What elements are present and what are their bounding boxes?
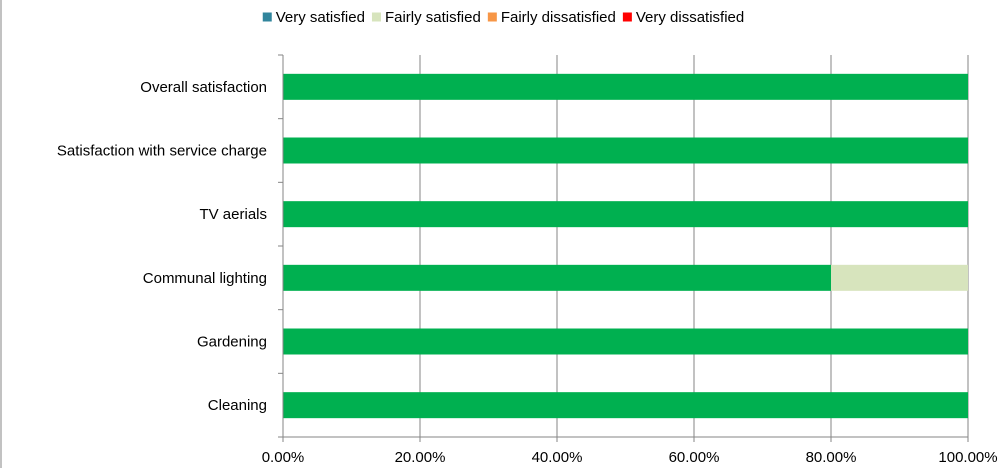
- bar-fairly-satisfied-communal-lighting: [831, 264, 968, 291]
- x-tick-label: 60.00%: [669, 449, 720, 466]
- category-label-communal-lighting: Communal lighting: [143, 270, 267, 287]
- legend-swatch-very-dissatisfied: [622, 12, 632, 22]
- legend-label-fairly-satisfied: Fairly satisfied: [385, 9, 481, 26]
- legend-item-fairly-dissatisfied: Fairly dissatisfied: [487, 9, 616, 26]
- x-tick-label: 100.00%: [938, 449, 997, 466]
- gridlines: [419, 55, 969, 437]
- category-label-gardening: Gardening: [197, 334, 267, 351]
- bar-very-satisfied-overall-satisfaction: [283, 73, 968, 100]
- x-tick-label: 0.00%: [262, 449, 305, 466]
- legend-swatch-very-satisfied: [262, 12, 272, 22]
- x-tick-label: 40.00%: [532, 449, 583, 466]
- x-tick-label: 20.00%: [395, 449, 446, 466]
- category-label-tv-aerials: TV aerials: [199, 206, 267, 223]
- bars: [283, 73, 968, 419]
- legend-swatch-fairly-dissatisfied: [487, 12, 497, 22]
- legend-label-very-dissatisfied: Very dissatisfied: [636, 9, 744, 26]
- legend-item-fairly-satisfied: Fairly satisfied: [371, 9, 481, 26]
- category-label-cleaning: Cleaning: [208, 397, 267, 414]
- legend-item-very-dissatisfied: Very dissatisfied: [622, 9, 744, 26]
- axes: 0.00% 20.00% 40.00% 60.00% 80.00% 100.00% Over…: [57, 54, 998, 466]
- legend-item-very-satisfied: Very satisfied: [262, 9, 365, 26]
- legend: Very satisfied Fairly satisfied Fairly dis…: [262, 9, 744, 26]
- category-label-satisfaction-with-service-charge: Satisfaction with service charge: [57, 143, 267, 160]
- legend-label-fairly-dissatisfied: Fairly dissatisfied: [501, 9, 616, 26]
- legend-swatch-fairly-satisfied: [371, 12, 381, 22]
- bar-very-satisfied-communal-lighting: [283, 264, 831, 291]
- category-label-overall-satisfaction: Overall satisfaction: [140, 79, 267, 96]
- bar-very-satisfied-cleaning: [283, 392, 968, 419]
- bar-very-satisfied-satisfaction-with-service-charge: [283, 137, 968, 164]
- legend-label-very-satisfied: Very satisfied: [276, 9, 365, 26]
- x-tick-label: 80.00%: [806, 449, 857, 466]
- bar-very-satisfied-gardening: [283, 328, 968, 355]
- bar-very-satisfied-tv-aerials: [283, 201, 968, 228]
